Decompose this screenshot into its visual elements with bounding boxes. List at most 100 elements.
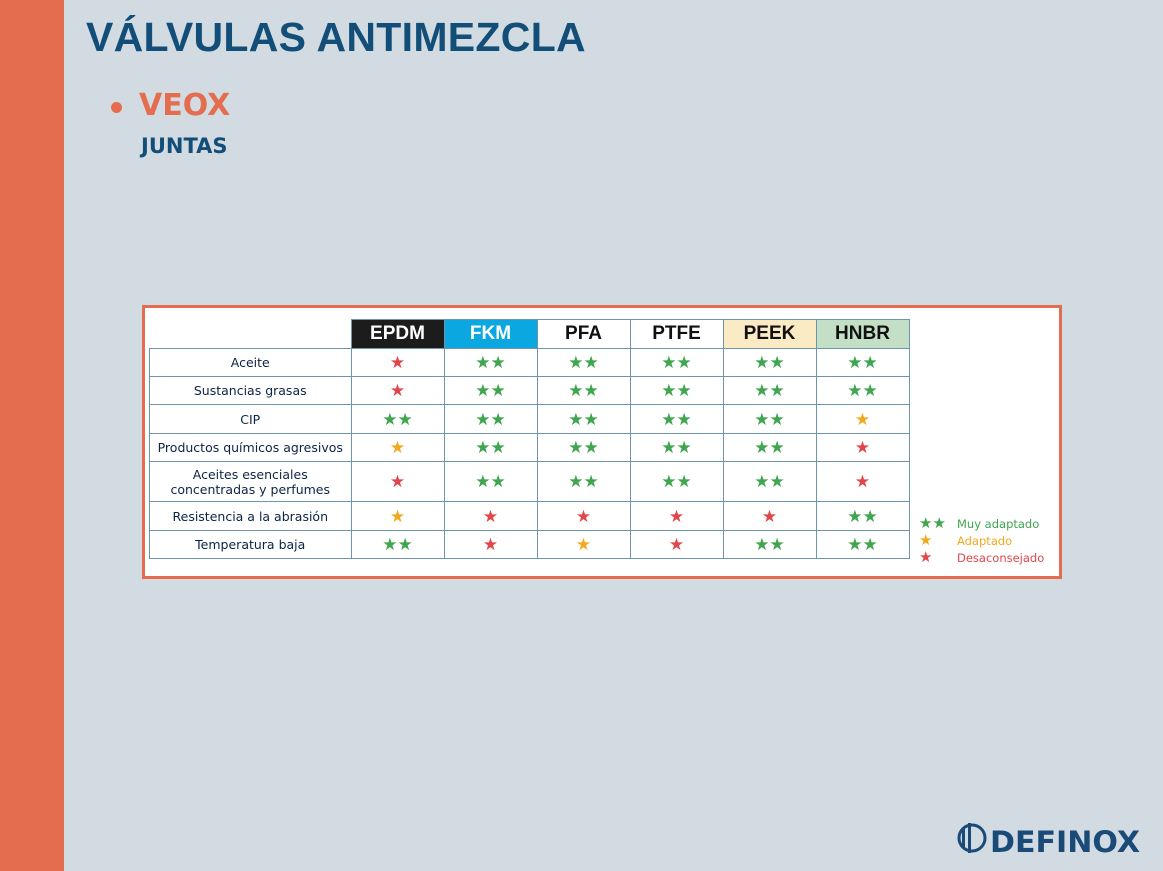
rating-cell-peek: ★★ — [722, 461, 817, 502]
double-star-icon: ★★ — [475, 381, 506, 400]
rating-cell-hnbr: ★ — [815, 404, 910, 434]
double-star-icon: ★★ — [661, 381, 692, 400]
star-icon: ★ — [482, 506, 499, 526]
table-row: Temperatura baja ★★ ★ ★ ★ ★★ ★★ — [149, 530, 910, 559]
rating-cell-hnbr: ★★ — [815, 348, 910, 377]
double-star-icon: ★★ — [754, 472, 785, 491]
rating-cell-fkm: ★★ — [443, 461, 538, 502]
double-star-icon: ★★ — [475, 472, 506, 491]
rating-cell-pfa: ★★ — [536, 404, 631, 434]
material-header-peek: PEEK — [722, 319, 817, 349]
double-star-icon: ★★ — [754, 381, 785, 400]
legend-label-suitable: Adaptado — [957, 533, 1013, 548]
table-row: Aceite ★ ★★ ★★ ★★ ★★ ★★ — [149, 348, 910, 377]
rating-cell-hnbr: ★★ — [815, 376, 910, 405]
rating-cell-peek: ★★ — [722, 530, 817, 559]
double-star-icon: ★★ — [382, 535, 413, 554]
double-star-icon: ★★ — [661, 472, 692, 491]
double-star-icon: ★★ — [919, 515, 946, 532]
rating-cell-pfa: ★★ — [536, 461, 631, 502]
bullet-heading: VEOX — [139, 88, 231, 123]
star-icon: ★ — [575, 535, 592, 554]
row-label: Sustancias grasas — [149, 376, 352, 405]
table-header-row: EPDM FKM PFA PTFE PEEK HNBR — [149, 319, 910, 349]
star-icon: ★ — [389, 353, 406, 372]
rating-cell-pfa: ★★ — [536, 433, 631, 462]
double-star-icon: ★★ — [661, 409, 692, 429]
rating-cell-peek: ★ — [722, 501, 817, 531]
star-icon: ★ — [668, 535, 685, 554]
rating-cell-epdm: ★ — [350, 433, 445, 462]
double-star-icon: ★★ — [568, 438, 599, 457]
table-corner — [149, 319, 351, 349]
legend-label-not-recommended: Desaconsejado — [957, 550, 1045, 565]
double-star-icon: ★★ — [847, 381, 878, 400]
row-label: Temperatura baja — [149, 530, 352, 559]
row-label: Aceites esenciales concentradas y perfum… — [149, 461, 352, 502]
star-icon: ★ — [389, 472, 406, 491]
rating-cell-hnbr: ★ — [815, 461, 910, 502]
accent-side-bar — [0, 0, 64, 871]
double-star-icon: ★★ — [382, 409, 413, 429]
rating-cell-ptfe: ★★ — [629, 433, 724, 462]
star-icon: ★ — [389, 506, 406, 526]
legend-label-very-suitable: Muy adaptado — [957, 516, 1040, 531]
star-icon: ★ — [389, 381, 406, 400]
double-star-icon: ★★ — [568, 472, 599, 491]
star-icon: ★ — [668, 506, 685, 526]
section-subheading: JUNTAS — [141, 134, 228, 158]
table-row: Productos químicos agresivos ★ ★★ ★★ ★★ ★★ ★ — [149, 433, 910, 462]
legend-row-green: ★★ Muy adaptado — [919, 515, 1059, 532]
rating-cell-fkm: ★★ — [443, 404, 538, 434]
rating-cell-ptfe: ★ — [629, 530, 724, 559]
table-row: Resistencia a la abrasión ★ ★ ★ ★ ★ ★★ — [149, 501, 910, 531]
rating-cell-hnbr: ★★ — [815, 530, 910, 559]
star-icon: ★ — [919, 549, 933, 566]
rating-cell-ptfe: ★★ — [629, 348, 724, 377]
material-header-hnbr: HNBR — [815, 319, 910, 349]
double-star-icon: ★★ — [568, 381, 599, 400]
star-icon: ★ — [854, 438, 871, 457]
double-star-icon: ★★ — [475, 409, 506, 429]
star-icon: ★ — [919, 532, 933, 549]
table-row: Sustancias grasas ★ ★★ ★★ ★★ ★★ ★★ — [149, 376, 910, 405]
rating-cell-pfa: ★ — [536, 530, 631, 559]
rating-cell-ptfe: ★★ — [629, 404, 724, 434]
rating-cell-fkm: ★★ — [443, 348, 538, 377]
rating-cell-fkm: ★★ — [443, 376, 538, 405]
rating-cell-hnbr: ★★ — [815, 501, 910, 531]
double-star-icon: ★★ — [847, 535, 878, 554]
double-star-icon: ★★ — [754, 535, 785, 554]
rating-cell-pfa: ★ — [536, 501, 631, 531]
double-star-icon: ★★ — [568, 409, 599, 429]
compatibility-table-frame: EPDM FKM PFA PTFE PEEK HNBR Aceite ★ ★★ ★★ ★… — [142, 305, 1062, 579]
definox-logo: DEFINOX — [957, 823, 1140, 856]
material-header-pfa: PFA — [536, 319, 631, 349]
rating-cell-pfa: ★★ — [536, 376, 631, 405]
double-star-icon: ★★ — [475, 438, 506, 457]
logo-mark-icon — [957, 823, 987, 853]
rating-cell-epdm: ★★ — [350, 530, 445, 559]
rating-cell-epdm: ★ — [350, 348, 445, 377]
table-row: Aceites esenciales concentradas y perfum… — [149, 461, 910, 502]
legend-row-orange: ★ Adaptado — [919, 532, 1059, 549]
rating-cell-pfa: ★★ — [536, 348, 631, 377]
double-star-icon: ★★ — [754, 353, 785, 372]
rating-cell-ptfe: ★★ — [629, 461, 724, 502]
rating-cell-epdm: ★ — [350, 376, 445, 405]
slide-title: VÁLVULAS ANTIMEZCLA — [86, 14, 586, 60]
rating-cell-fkm: ★★ — [443, 433, 538, 462]
double-star-icon: ★★ — [475, 353, 506, 372]
star-icon: ★ — [854, 472, 871, 491]
double-star-icon: ★★ — [568, 353, 599, 372]
double-star-icon: ★★ — [847, 506, 878, 526]
legend-row-red: ★ Desaconsejado — [919, 549, 1059, 566]
rating-cell-peek: ★★ — [722, 348, 817, 377]
row-label: CIP — [149, 404, 352, 434]
star-icon: ★ — [761, 506, 778, 526]
rating-cell-hnbr: ★ — [815, 433, 910, 462]
star-icon: ★ — [389, 438, 406, 457]
row-label: Resistencia a la abrasión — [149, 501, 352, 531]
rating-cell-peek: ★★ — [722, 404, 817, 434]
double-star-icon: ★★ — [754, 438, 785, 457]
